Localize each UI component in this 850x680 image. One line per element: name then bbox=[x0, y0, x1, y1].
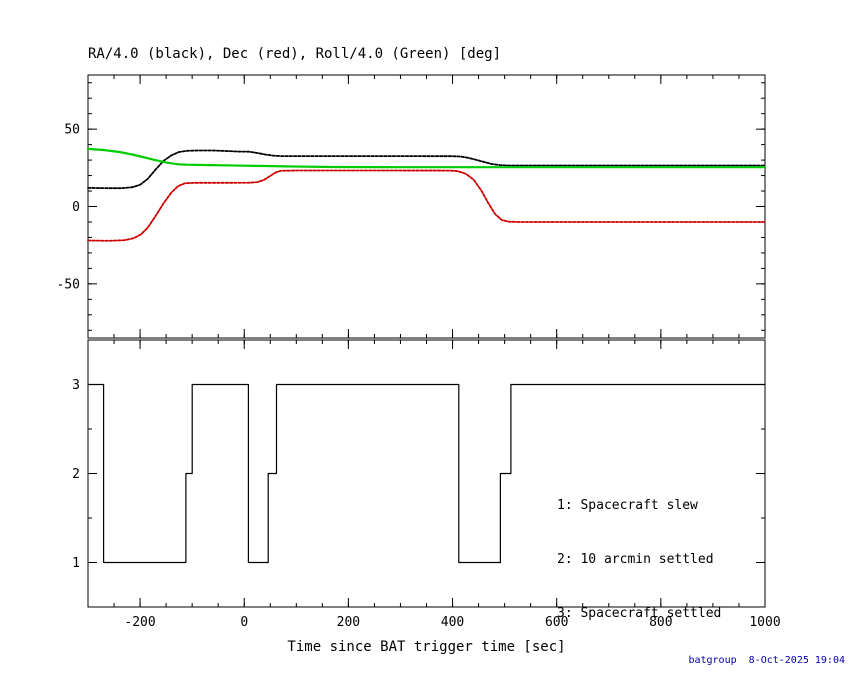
y-tick-label: 50 bbox=[64, 123, 80, 138]
panel-frame bbox=[87, 74, 766, 339]
series-RA-over-4-black bbox=[87, 149, 766, 190]
footer-credit: batgroup 8-Oct-2025 19:04 bbox=[688, 655, 845, 666]
y-tick-label: -50 bbox=[57, 277, 80, 292]
x-tick-label: -200 bbox=[124, 615, 155, 630]
x-tick-label: 800 bbox=[649, 615, 672, 630]
y-tick-label: 0 bbox=[72, 200, 80, 215]
legend-item-10arcmin: 2: 10 arcmin settled bbox=[557, 552, 714, 567]
legend-item-slew: 1: Spacecraft slew bbox=[557, 498, 698, 513]
x-tick-label: 1000 bbox=[749, 615, 780, 630]
x-tick-label: 400 bbox=[441, 615, 464, 630]
bottom-panel: -200 0 200 400 600 800 1000 1 2 3 bbox=[72, 339, 781, 630]
top-panel: -50 0 50 bbox=[57, 74, 767, 339]
plot-title: RA/4.0 (black), Dec (red), Roll/4.0 (Gre… bbox=[88, 46, 502, 62]
x-axis-label: Time since BAT trigger time [sec] bbox=[287, 639, 566, 655]
legend-item-settled: 3: Spacecraft settled bbox=[557, 606, 722, 621]
legend: 1: Spacecraft slew 2: 10 arcmin settled … bbox=[557, 461, 721, 659]
series-settled-state-step bbox=[87, 383, 766, 564]
x-tick-label: 0 bbox=[240, 615, 248, 630]
series-Roll-over-4-green bbox=[86, 147, 767, 169]
y-tick-label: 2 bbox=[72, 467, 80, 482]
x-tick-label: 600 bbox=[545, 615, 568, 630]
x-tick-label: 200 bbox=[337, 615, 360, 630]
series-Dec-red bbox=[87, 169, 766, 242]
y-tick-label: 1 bbox=[72, 556, 80, 571]
y-tick-label: 3 bbox=[72, 378, 80, 393]
